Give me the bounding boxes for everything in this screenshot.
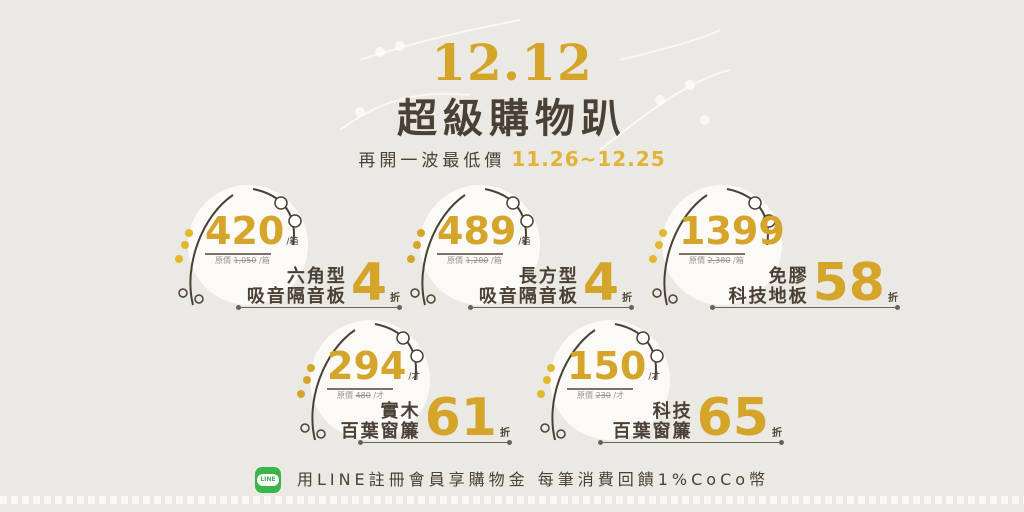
- footer-line-promo[interactable]: LINE 用LINE註冊會員享購物金 每筆消費回饋1%CoCo幣: [0, 466, 1024, 494]
- product-card-wood-blinds[interactable]: 294/才 原價 480 /才 實木 百葉窗簾 61 折: [297, 320, 512, 448]
- price-divider: [437, 253, 503, 255]
- product-info: 科技 百葉窗簾 65 折: [612, 388, 782, 448]
- product-info: 免膠 科技地板 58 折: [728, 253, 898, 313]
- discount-suffix: 折: [390, 293, 400, 304]
- discount-value: 61: [424, 388, 497, 448]
- price-unit: /箱: [518, 237, 531, 247]
- discount-value: 4: [582, 253, 619, 313]
- subtitle: 再開一波最低價 11.26~12.25: [0, 146, 1024, 172]
- discount-value: 4: [350, 253, 387, 313]
- product-card-tech-blinds[interactable]: 150/才 原價 230 /才 科技 百葉窗簾 65 折: [537, 320, 784, 448]
- sale-price: 294/才: [327, 344, 421, 388]
- original-price: 原價 2,380 /箱: [689, 256, 744, 265]
- sale-price: 150/才: [567, 344, 661, 388]
- sale-price: 1399: [679, 209, 785, 253]
- discount-value: 58: [812, 253, 885, 313]
- floral-branch-icon: [297, 323, 424, 441]
- card-underline: [236, 305, 402, 310]
- card-underline: [468, 305, 634, 310]
- sale-price: 420/箱: [205, 209, 299, 253]
- price-unit: /才: [408, 372, 421, 382]
- product-info: 長方型 吸音隔音板 4 折: [478, 253, 632, 313]
- card-underline: [598, 440, 784, 445]
- card-underline: [358, 440, 512, 445]
- product-name: 免膠 科技地板: [728, 266, 809, 307]
- card-underline: [710, 305, 900, 310]
- card-circle: [550, 320, 670, 440]
- original-price: 原價 480 /才: [337, 391, 385, 400]
- price-unit: /箱: [286, 237, 299, 247]
- price-unit: /才: [648, 372, 661, 382]
- discount-suffix: 折: [772, 428, 782, 439]
- product-info: 實木 百葉窗簾 61 折: [340, 388, 510, 448]
- product-name: 長方型 吸音隔音板: [478, 266, 579, 307]
- floral-branch-icon: [649, 188, 776, 306]
- discount-suffix: 折: [622, 293, 632, 304]
- product-card-rectangle-panel[interactable]: 489/箱 原價 1,200 /箱 長方型 吸音隔音板 4 折: [407, 185, 634, 313]
- floral-branch-icon: [407, 188, 534, 306]
- price-divider: [679, 253, 745, 255]
- footer-text: 用LINE註冊會員享購物金 每筆消費回饋1%CoCo幣: [296, 470, 770, 489]
- card-circle: [420, 185, 540, 305]
- floral-branch-icon: [175, 188, 302, 306]
- original-price: 原價 1,050 /箱: [215, 256, 270, 265]
- card-circle: [662, 185, 782, 305]
- event-date-title: 12.12: [431, 33, 593, 92]
- card-circle: [188, 185, 308, 305]
- price-divider: [567, 388, 633, 390]
- date-range: 11.26~12.25: [511, 147, 666, 171]
- product-card-floor[interactable]: 1399 原價 2,380 /箱 免膠 科技地板 58 折: [649, 185, 900, 313]
- card-circle: [310, 320, 430, 440]
- discount-value: 65: [696, 388, 769, 448]
- product-name: 六角型 吸音隔音板: [246, 266, 347, 307]
- product-info: 六角型 吸音隔音板 4 折: [246, 253, 400, 313]
- product-card-hexagon-panel[interactable]: 420/箱 原價 1,050 /箱 六角型 吸音隔音板 4 折: [175, 185, 402, 313]
- price-divider: [327, 388, 393, 390]
- original-price: 原價 1,200 /箱: [447, 256, 502, 265]
- product-name: 實木 百葉窗簾: [340, 401, 421, 442]
- sale-price: 489/箱: [437, 209, 531, 253]
- page-title: 超級購物趴: [397, 96, 627, 142]
- discount-suffix: 折: [500, 428, 510, 439]
- original-price: 原價 230 /才: [577, 391, 625, 400]
- product-name: 科技 百葉窗簾: [612, 401, 693, 442]
- line-app-icon[interactable]: LINE: [254, 467, 281, 493]
- subtitle-text: 再開一波最低價: [358, 151, 506, 171]
- price-divider: [205, 253, 271, 255]
- discount-suffix: 折: [888, 293, 898, 304]
- floral-branch-icon: [537, 323, 664, 441]
- dashed-divider: [0, 496, 1024, 504]
